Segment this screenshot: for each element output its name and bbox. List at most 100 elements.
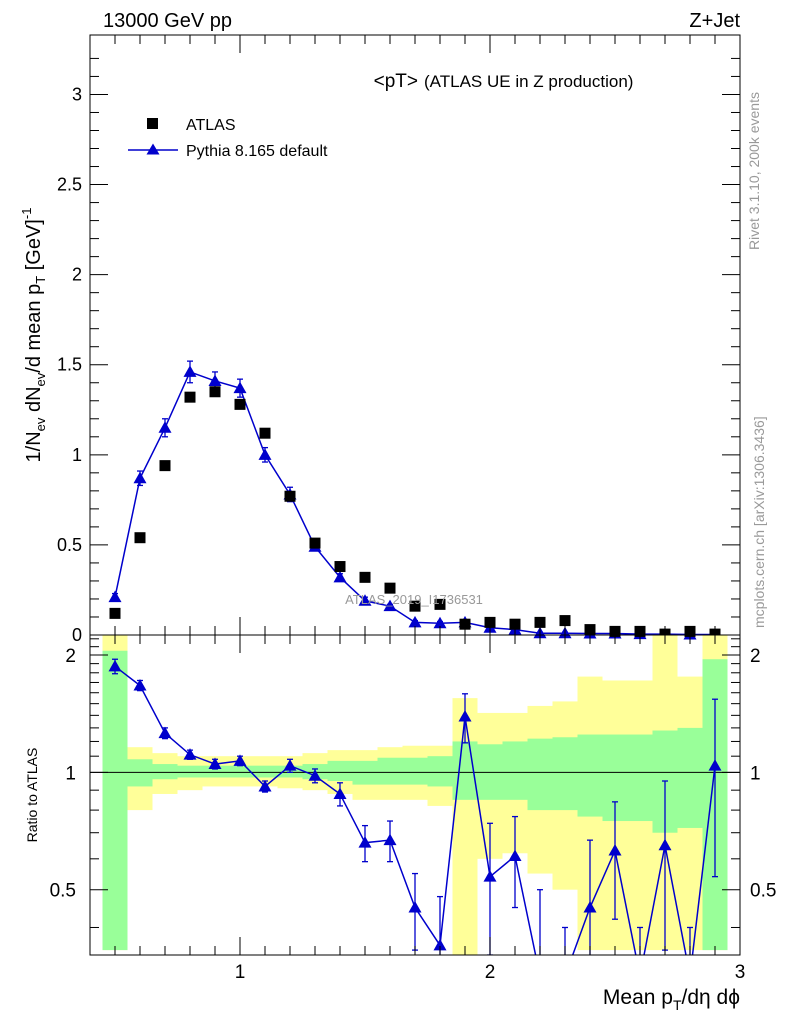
atlas-point bbox=[534, 616, 546, 628]
pythia-point bbox=[208, 374, 222, 386]
y-tick-label: 1 bbox=[72, 445, 82, 465]
atlas-point bbox=[509, 618, 521, 630]
ratio-y-tick-label-right: 1 bbox=[750, 763, 761, 784]
atlas-point bbox=[459, 618, 471, 630]
atlas-point bbox=[259, 427, 271, 439]
ratio-point bbox=[133, 678, 147, 691]
ratio-band-inner bbox=[427, 756, 453, 787]
ratio-panel: 0.5 0.5 1 1 2 2 1 2 3 Ratio to ATLAS Mean pT/dη… bbox=[24, 634, 776, 1013]
x-axis-label: Mean pT/dη dϕ bbox=[603, 986, 740, 1013]
ratio-point bbox=[358, 836, 372, 848]
x-tick-label: 2 bbox=[485, 962, 496, 983]
legend-pythia-marker bbox=[146, 143, 160, 155]
ratio-y-tick-label-right: 2 bbox=[750, 646, 761, 667]
atlas-point bbox=[284, 490, 296, 502]
ratio-point bbox=[108, 659, 122, 672]
y-tick-label: 1.5 bbox=[57, 355, 82, 375]
ratio-point bbox=[583, 901, 597, 913]
ratio-band-inner bbox=[377, 757, 403, 785]
header-left: 13000 GeV pp bbox=[103, 10, 232, 32]
ratio-point bbox=[408, 901, 422, 913]
x-tick-label: 3 bbox=[735, 962, 746, 983]
ratio-band-inner bbox=[627, 734, 653, 822]
ratio-series bbox=[108, 658, 722, 955]
ratio-y-axis-label: Ratio to ATLAS bbox=[24, 748, 40, 843]
ratio-band-inner bbox=[252, 765, 278, 778]
legend-atlas-marker bbox=[147, 118, 158, 129]
legend: ATLAS Pythia 8.165 default bbox=[128, 117, 328, 160]
ratio-point bbox=[308, 769, 322, 781]
pythia-point bbox=[133, 471, 147, 484]
pythia-point bbox=[358, 594, 372, 606]
x-tick-label: 1 bbox=[235, 962, 246, 983]
atlas-point bbox=[109, 607, 121, 619]
ratio-band-inner bbox=[227, 765, 253, 778]
ratio-point bbox=[383, 833, 397, 846]
atlas-point bbox=[209, 386, 221, 398]
y-tick-label: 0.5 bbox=[57, 535, 82, 555]
chart-title: <pT> bbox=[374, 71, 418, 92]
pythia-point bbox=[108, 590, 122, 603]
ratio-y-tick-label-right: 0.5 bbox=[750, 881, 776, 902]
atlas-point bbox=[234, 398, 246, 410]
ratio-band-inner bbox=[327, 760, 353, 782]
ratio-point bbox=[208, 757, 222, 770]
y-tick-label: 3 bbox=[72, 84, 82, 104]
ratio-band-inner bbox=[127, 759, 153, 787]
atlas-point bbox=[309, 537, 321, 549]
ratio-band-inner bbox=[202, 765, 228, 778]
atlas-point bbox=[334, 561, 346, 573]
ratio-point bbox=[183, 748, 197, 760]
ratio-point bbox=[158, 726, 172, 739]
atlas-point bbox=[359, 571, 371, 583]
ratio-point bbox=[658, 838, 672, 851]
ratio-band-inner bbox=[152, 764, 178, 780]
pythia-point bbox=[158, 421, 172, 433]
rivet-label: Rivet 3.1.10, 200k events bbox=[746, 92, 762, 250]
ratio-point bbox=[508, 849, 522, 862]
pythia-point bbox=[383, 599, 397, 612]
ratio-band-inner bbox=[102, 650, 128, 951]
ratio-band-inner bbox=[577, 734, 603, 817]
y-tick-label: 2.5 bbox=[57, 175, 82, 195]
ratio-band-inner bbox=[552, 737, 578, 811]
main-panel: 0 0.5 1 1.5 2 2.5 3 <pT> (ATLAS UE in Z produc… bbox=[19, 34, 741, 645]
pythia-point bbox=[333, 570, 347, 583]
header-right: Z+Jet bbox=[689, 10, 740, 32]
pythia-point bbox=[183, 365, 197, 377]
ratio-band-inner bbox=[677, 727, 703, 828]
ratio-point bbox=[458, 710, 472, 722]
ratio-y-tick-label: 2 bbox=[65, 646, 76, 667]
atlas-point bbox=[384, 582, 396, 594]
ratio-y-tick-label: 0.5 bbox=[50, 881, 76, 902]
ratio-point bbox=[283, 759, 297, 771]
mcplots-label: mcplots.cern.ch [arXiv:1306.3436] bbox=[751, 416, 767, 628]
ratio-band-inner bbox=[177, 765, 203, 778]
y-tick-label: 0 bbox=[72, 625, 82, 645]
pythia-point bbox=[233, 381, 247, 394]
ratio-point bbox=[483, 870, 497, 882]
atlas-point bbox=[434, 598, 446, 610]
ratio-point bbox=[433, 938, 447, 951]
atlas-point bbox=[559, 615, 571, 627]
ratio-point bbox=[708, 759, 722, 771]
ratio-point bbox=[333, 787, 347, 799]
atlas-point bbox=[409, 600, 421, 612]
atlas-point bbox=[184, 391, 196, 403]
y-tick-label: 2 bbox=[72, 265, 82, 285]
ratio-band-inner bbox=[527, 738, 553, 811]
atlas-point bbox=[159, 460, 171, 472]
y-axis-label: 1/Nev dNev/d mean pT [GeV]-1 bbox=[19, 208, 48, 463]
ratio-point bbox=[233, 754, 247, 766]
legend-pythia-label: Pythia 8.165 default bbox=[186, 143, 328, 160]
watermark: ATLAS_2019_I1736531 bbox=[345, 592, 483, 607]
ratio-band-inner bbox=[502, 741, 528, 800]
atlas-point bbox=[134, 532, 146, 544]
pythia-point bbox=[408, 615, 422, 628]
ratio-point bbox=[608, 844, 622, 856]
pythia-point bbox=[258, 448, 272, 460]
ratio-y-tick-label: 1 bbox=[65, 763, 76, 784]
chart-subtitle: (ATLAS UE in Z production) bbox=[424, 72, 633, 91]
ratio-band-inner bbox=[402, 757, 428, 785]
